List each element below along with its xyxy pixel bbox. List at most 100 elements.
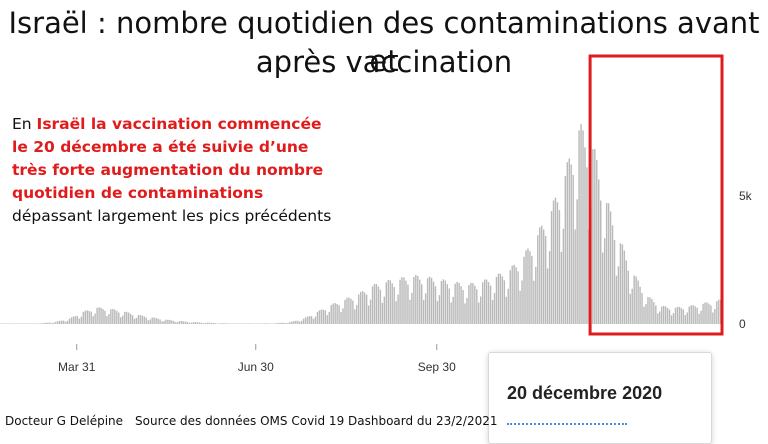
daily-case-bar bbox=[483, 279, 486, 324]
daily-case-bar bbox=[519, 290, 521, 324]
daily-case-bar bbox=[153, 317, 155, 324]
daily-case-bar bbox=[535, 266, 537, 324]
daily-case-bar bbox=[314, 316, 317, 324]
daily-case-bar bbox=[338, 305, 340, 324]
daily-case-bar bbox=[438, 295, 441, 324]
daily-case-bar bbox=[80, 316, 83, 324]
daily-case-bar bbox=[546, 268, 549, 324]
daily-case-bar bbox=[265, 323, 268, 324]
daily-case-bar bbox=[334, 303, 336, 324]
daily-case-bar bbox=[37, 323, 39, 324]
daily-case-bar bbox=[59, 320, 61, 324]
daily-case-bar bbox=[118, 312, 120, 324]
daily-case-bar bbox=[678, 307, 681, 324]
daily-case-bar bbox=[88, 310, 90, 324]
daily-case-bar bbox=[688, 306, 690, 324]
daily-case-bar bbox=[184, 321, 187, 324]
daily-case-bar bbox=[243, 323, 246, 324]
daily-case-bar bbox=[157, 318, 159, 324]
daily-case-bar bbox=[694, 306, 696, 324]
daily-case-bar bbox=[182, 321, 185, 324]
daily-case-bar bbox=[236, 323, 238, 324]
daily-case-bar bbox=[295, 320, 297, 324]
daily-case-bar bbox=[525, 250, 527, 324]
daily-case-bar bbox=[659, 311, 661, 324]
daily-case-bar bbox=[395, 301, 397, 324]
daily-case-bar bbox=[468, 285, 470, 324]
daily-case-bar bbox=[424, 293, 427, 324]
daily-case-bar bbox=[580, 124, 582, 324]
daily-case-bar bbox=[188, 322, 191, 324]
daily-case-bar bbox=[493, 293, 496, 324]
daily-case-bar bbox=[377, 286, 380, 324]
daily-case-bar bbox=[623, 250, 626, 324]
daily-case-bar bbox=[631, 288, 633, 324]
daily-case-bar bbox=[149, 319, 151, 324]
daily-case-bar bbox=[641, 293, 643, 324]
daily-case-bar bbox=[501, 276, 504, 324]
daily-case-bar bbox=[90, 311, 92, 324]
daily-case-bar bbox=[651, 299, 653, 324]
daily-case-bar bbox=[306, 316, 309, 324]
y-tick-label: 0 bbox=[739, 317, 746, 331]
daily-case-bar bbox=[413, 276, 415, 324]
daily-case-bar bbox=[11, 323, 14, 324]
daily-case-bar bbox=[173, 320, 175, 324]
daily-case-bar bbox=[129, 313, 132, 324]
daily-case-bar bbox=[440, 280, 443, 324]
daily-case-bar bbox=[206, 322, 208, 324]
daily-case-bar bbox=[72, 316, 75, 324]
daily-case-bar bbox=[476, 289, 478, 324]
daily-case-bar bbox=[297, 320, 299, 324]
daily-case-bar bbox=[240, 323, 242, 324]
daily-case-bar bbox=[609, 211, 612, 324]
x-tick-label: Jun 30 bbox=[238, 360, 274, 374]
daily-case-bar bbox=[446, 284, 448, 324]
daily-case-bar bbox=[495, 276, 498, 324]
daily-case-bar bbox=[417, 276, 419, 324]
daily-case-bar bbox=[275, 323, 277, 324]
daily-case-bar bbox=[383, 296, 386, 324]
daily-case-bar bbox=[625, 260, 628, 324]
daily-case-bar bbox=[686, 312, 689, 324]
daily-case-bar bbox=[655, 305, 657, 324]
daily-case-bar bbox=[76, 316, 79, 324]
daily-case-bar bbox=[340, 312, 342, 324]
daily-case-bar bbox=[434, 286, 437, 324]
daily-case-bar bbox=[70, 317, 73, 324]
daily-case-bar bbox=[84, 310, 87, 324]
daily-case-bar bbox=[564, 176, 567, 324]
daily-case-bar bbox=[304, 317, 307, 324]
daily-case-bar bbox=[462, 290, 464, 324]
daily-case-bar bbox=[594, 149, 596, 324]
daily-case-bar bbox=[633, 275, 635, 324]
daily-case-bar bbox=[226, 323, 228, 324]
daily-case-bar bbox=[562, 228, 565, 324]
daily-case-bar bbox=[560, 251, 563, 324]
daily-case-bar bbox=[617, 266, 620, 324]
daily-case-bar bbox=[361, 291, 364, 324]
daily-case-bar bbox=[700, 310, 702, 324]
daily-case-bar bbox=[643, 306, 645, 324]
tooltip-value-hint bbox=[507, 423, 627, 431]
daily-case-bar bbox=[78, 318, 81, 324]
daily-case-bar bbox=[497, 273, 500, 324]
daily-case-bar bbox=[60, 320, 63, 324]
daily-case-bar bbox=[503, 280, 506, 324]
daily-case-bar bbox=[572, 174, 574, 324]
daily-case-bar bbox=[352, 300, 354, 324]
daily-case-bar bbox=[318, 310, 321, 324]
x-axis-ticks: Mar 31 Jun 30 Sep 30 bbox=[58, 344, 456, 374]
daily-case-bar bbox=[550, 211, 553, 324]
daily-case-bar bbox=[222, 323, 224, 324]
daily-case-bar bbox=[541, 225, 543, 324]
daily-case-bar bbox=[127, 312, 130, 324]
daily-case-bar bbox=[190, 322, 193, 324]
daily-case-bar bbox=[41, 323, 43, 324]
daily-case-bar bbox=[645, 304, 647, 324]
daily-case-bar bbox=[523, 256, 525, 324]
daily-case-bar bbox=[43, 322, 45, 324]
daily-case-bar bbox=[27, 323, 29, 324]
daily-case-bar bbox=[21, 323, 24, 324]
daily-case-bar bbox=[619, 243, 622, 324]
